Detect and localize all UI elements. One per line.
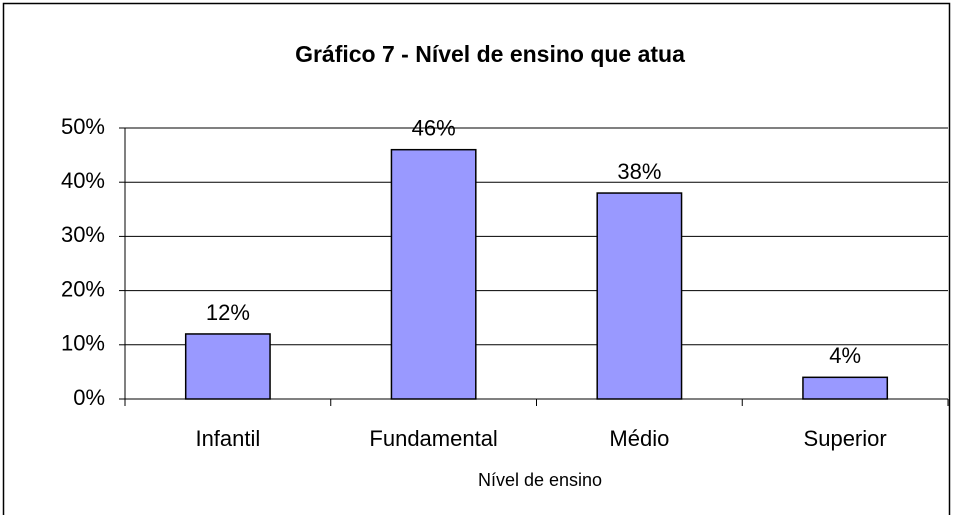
data-label: 12% <box>206 300 250 325</box>
y-tick-label: 0% <box>73 385 105 410</box>
bar <box>802 376 889 400</box>
bar <box>596 192 683 400</box>
data-label: 46% <box>412 115 456 140</box>
y-tick-label: 30% <box>61 222 105 247</box>
chart-title: Gráfico 7 - Nível de ensino que atua <box>295 41 685 67</box>
y-tick-label: 50% <box>61 114 105 139</box>
data-label: 4% <box>829 343 861 368</box>
y-tick-label: 10% <box>61 331 105 356</box>
y-tick-label: 40% <box>61 168 105 193</box>
bar <box>390 148 477 400</box>
x-tick-label: Fundamental <box>369 426 497 451</box>
x-tick-label: Médio <box>609 426 669 451</box>
x-axis-label: Nível de ensino <box>478 470 602 490</box>
y-tick-label: 20% <box>61 276 105 301</box>
x-tick-label: Superior <box>804 426 887 451</box>
data-label: 38% <box>617 159 661 184</box>
x-tick-label: Infantil <box>195 426 260 451</box>
bar <box>184 333 271 400</box>
